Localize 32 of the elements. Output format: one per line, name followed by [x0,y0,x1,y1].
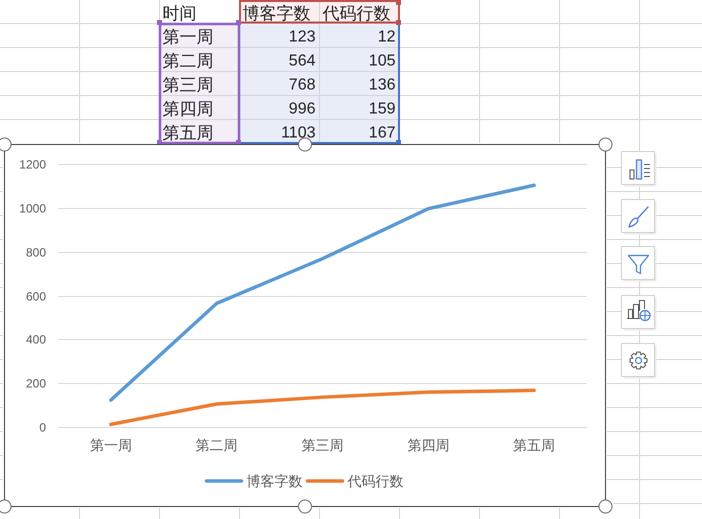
legend-label: 博客字数 [246,473,302,489]
data-label: 123 [288,28,316,46]
y-tick-label: 600 [26,290,46,304]
category-label: 第二周 [162,52,214,70]
y-tick-label: 800 [26,246,46,260]
category-label: 第四周 [162,100,214,118]
data-label: 12 [378,28,396,46]
x-tick-label: 第一周 [90,437,132,453]
category-label: 第五周 [162,124,214,142]
series-label: 代码行数 [322,4,390,23]
y-tick-label: 1000 [19,202,46,216]
category-label: 第三周 [162,76,214,94]
x-tick-label: 第五周 [513,437,556,453]
y-tick-label: 0 [39,420,46,434]
data-label: 136 [368,76,396,94]
text: 时间 [162,4,196,23]
data-label: 768 [288,76,316,94]
y-tick-label: 1200 [19,158,46,172]
data-label: 105 [368,52,396,70]
legend-label: 代码行数 [346,473,404,489]
series-label: 博客字数 [242,4,310,23]
x-tick-label: 第二周 [196,437,238,453]
y-tick-label: 200 [26,376,46,390]
data-label: 996 [288,100,316,118]
category-label: 第一周 [162,28,214,46]
data-label: 564 [288,52,316,70]
y-tick-label: 400 [26,332,46,346]
data-label: 159 [368,100,396,118]
data-label: 1103 [281,124,316,142]
x-tick-label: 第四周 [407,437,450,453]
data-label: 167 [368,124,396,142]
x-tick-label: 第三周 [302,437,344,453]
